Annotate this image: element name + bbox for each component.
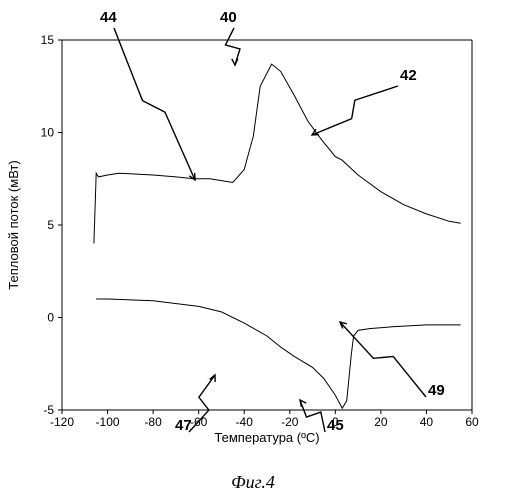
callout-leader bbox=[312, 86, 398, 135]
y-tick-label: -5 bbox=[43, 403, 54, 417]
series-upper bbox=[94, 64, 461, 243]
x-tick-label: -40 bbox=[236, 415, 254, 429]
callout-leader bbox=[114, 28, 195, 180]
x-tick-label: -100 bbox=[96, 415, 120, 429]
y-tick-label: 10 bbox=[41, 126, 55, 140]
callout-label: 45 bbox=[327, 417, 344, 434]
y-tick-label: 5 bbox=[47, 218, 54, 232]
y-axis-label: Тепловой поток (мВт) bbox=[6, 160, 21, 289]
callout-label: 47 bbox=[175, 417, 192, 434]
figure-caption: Фиг.4 bbox=[231, 472, 275, 492]
callout-label: 42 bbox=[400, 67, 417, 84]
callout-leader bbox=[300, 400, 325, 432]
x-tick-label: -20 bbox=[281, 415, 299, 429]
x-axis-label: Температура (ºC) bbox=[214, 430, 319, 445]
y-tick-label: 15 bbox=[41, 33, 55, 47]
callout-label: 40 bbox=[220, 9, 237, 26]
x-tick-label: 60 bbox=[465, 415, 479, 429]
callout-arrowhead bbox=[232, 59, 238, 65]
callout-arrowhead bbox=[300, 400, 306, 407]
callout-label: 49 bbox=[428, 382, 445, 399]
callout-leader bbox=[340, 322, 426, 397]
x-tick-label: -120 bbox=[50, 415, 74, 429]
callout-label: 44 bbox=[100, 9, 117, 26]
x-tick-label: 40 bbox=[420, 415, 434, 429]
x-tick-label: 20 bbox=[374, 415, 388, 429]
series-lower bbox=[96, 299, 460, 408]
x-tick-label: -80 bbox=[144, 415, 162, 429]
y-tick-label: 0 bbox=[47, 311, 54, 325]
dsc-chart: -120-100-80-60-40-200204060-5051015Темпе… bbox=[0, 0, 506, 500]
